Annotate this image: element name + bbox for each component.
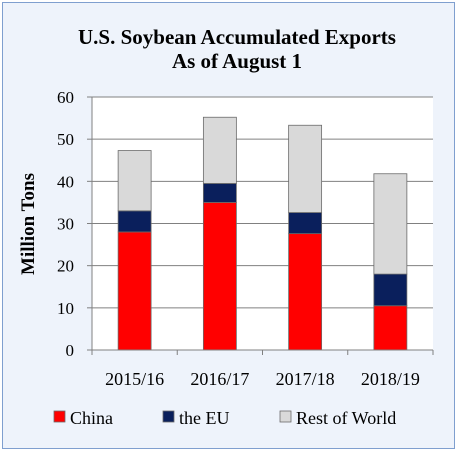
y-tick-label: 60 [57, 88, 74, 107]
legend-swatch [162, 410, 175, 423]
y-tick-label: 50 [57, 130, 74, 149]
y-axis-ticks: 0 10 20 30 40 50 60 [57, 88, 92, 360]
bars [117, 116, 408, 351]
y-tick-label: 10 [57, 299, 74, 318]
bar-segment-china [117, 231, 152, 351]
y-tick-label: 40 [57, 172, 74, 191]
bar-segment-the-eu [288, 212, 323, 235]
y-tick-label: 20 [57, 257, 74, 276]
x-tick-label: 2017/18 [276, 369, 335, 389]
bar-segment-rest-of-world [373, 173, 408, 275]
bar-segment-the-eu [117, 210, 152, 233]
bar-segment-china [202, 202, 237, 351]
legend: China the EU Rest of World [53, 408, 396, 428]
bar-segment-rest-of-world [288, 124, 323, 213]
bar-segment-rest-of-world [117, 150, 152, 212]
bar-segment-china [373, 305, 408, 351]
bar-segment-the-eu [373, 273, 408, 307]
legend-label: Rest of World [296, 408, 396, 428]
x-tick-label: 2015/16 [105, 369, 164, 389]
x-tick-label: 2016/17 [190, 369, 249, 389]
y-tick-label: 30 [57, 215, 74, 234]
x-axis-ticks: 2015/16 2016/17 2017/18 2018/19 [91, 350, 434, 389]
y-tick-label: 0 [66, 341, 75, 360]
legend-swatch [53, 410, 66, 423]
legend-label: the EU [179, 408, 229, 428]
chart-subtitle: As of August 1 [172, 49, 302, 73]
y-axis-title: Million Tons [18, 173, 39, 275]
bar-segment-rest-of-world [202, 116, 237, 184]
chart-title: U.S. Soybean Accumulated Exports [78, 25, 396, 49]
bar-segment-the-eu [202, 183, 237, 203]
bar-segment-china [288, 233, 323, 351]
legend-swatch [279, 410, 292, 423]
legend-label: China [70, 408, 113, 428]
x-tick-label: 2018/19 [361, 369, 420, 389]
